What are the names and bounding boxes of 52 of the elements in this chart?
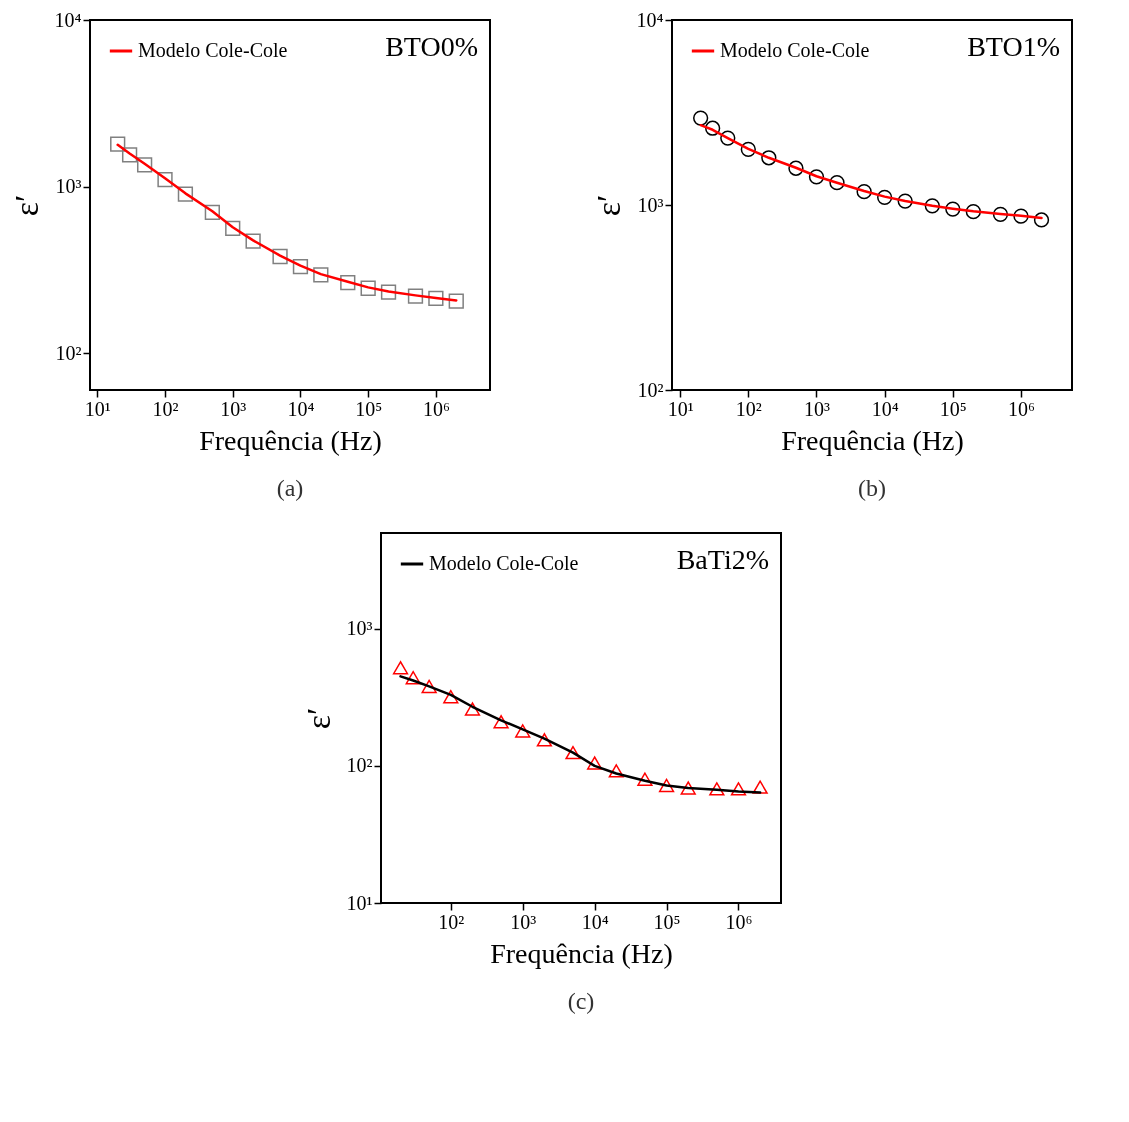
y-axis-title: ε′ [589, 194, 627, 217]
y-axis-title: ε′ [299, 707, 337, 730]
y-tick-label: 10³ [55, 175, 82, 198]
x-tick-label: 10⁵ [653, 910, 681, 933]
x-tick-label: 10⁴ [871, 397, 899, 420]
annotation: BaTi2% [676, 544, 769, 575]
y-tick-label: 10³ [637, 193, 664, 216]
y-tick-label: 10² [55, 341, 82, 364]
annotation: BTO1% [967, 31, 1060, 62]
x-tick-label: 10³ [803, 397, 830, 420]
point [380, 284, 397, 300]
y-axis-title: ε′ [7, 194, 45, 217]
x-tick-label: 10³ [220, 397, 247, 420]
x-tick-label: 10⁴ [581, 910, 609, 933]
legend-label: Modelo Cole-Cole [720, 39, 870, 61]
annotation: BTO0% [385, 31, 478, 62]
point [272, 248, 288, 265]
point [204, 204, 220, 220]
point [225, 220, 241, 237]
x-axis-title: Frequência (Hz) [199, 424, 382, 456]
y-tick-label: 10² [346, 754, 373, 777]
x-tick-label: 10⁶ [725, 910, 753, 933]
x-axis-title: Frequência (Hz) [781, 424, 964, 456]
point [157, 171, 173, 188]
point [360, 280, 376, 296]
x-tick-label: 10¹ [667, 397, 694, 420]
y-tick-label: 10³ [346, 617, 373, 640]
text: (a) [276, 475, 304, 501]
point [448, 293, 464, 309]
y-tick-label: 10² [637, 378, 664, 401]
x-axis-title: Frequência (Hz) [490, 937, 673, 969]
point [292, 259, 309, 275]
x-tick-label: 10² [438, 910, 465, 933]
point [136, 157, 153, 173]
y-tick-label: 10¹ [346, 891, 373, 914]
x-tick-label: 10⁵ [939, 397, 967, 420]
point [428, 290, 444, 307]
x-tick-label: 10¹ [84, 397, 111, 420]
point [313, 267, 329, 283]
x-tick-label: 10² [152, 397, 179, 420]
x-tick-label: 10⁵ [355, 397, 383, 420]
legend-label: Modelo Cole-Cole [138, 39, 288, 61]
x-tick-label: 10⁶ [1008, 397, 1035, 420]
legend-label: Modelo Cole-Cole [429, 552, 579, 574]
x-tick-label: 10⁴ [287, 397, 315, 420]
x-tick-label: 10³ [510, 910, 537, 933]
x-tick-label: 10⁶ [422, 397, 450, 420]
text: (c) [567, 988, 595, 1014]
y-tick-label: 10⁴ [636, 8, 664, 31]
text: (b) [858, 475, 886, 501]
y-tick-label: 10⁴ [54, 8, 82, 31]
x-tick-label: 10² [735, 397, 762, 420]
